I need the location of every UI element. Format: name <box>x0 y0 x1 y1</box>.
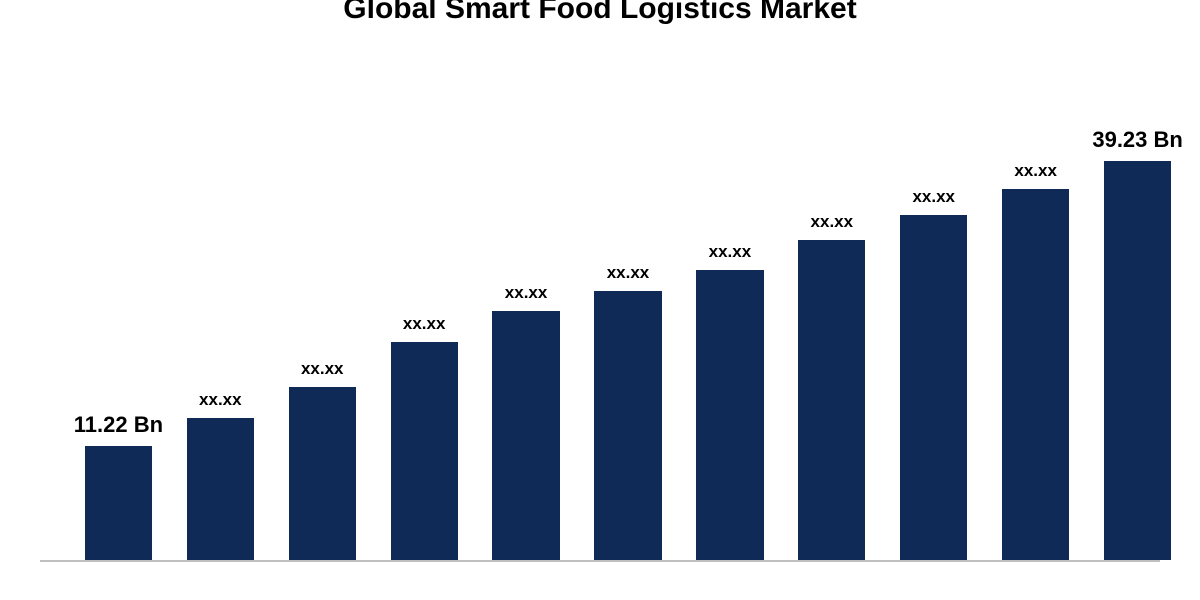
bar-1: xx.xx <box>187 418 254 560</box>
bar-rect <box>391 342 458 560</box>
bar-label: 39.23 Bn <box>1070 127 1200 153</box>
bar-label: xx.xx <box>765 212 899 232</box>
bar-rect <box>289 387 356 560</box>
bar-5: xx.xx <box>594 291 661 560</box>
bar-label: xx.xx <box>561 263 695 283</box>
bar-rect <box>594 291 661 560</box>
bar-label: xx.xx <box>357 314 491 334</box>
bar-label: xx.xx <box>968 161 1102 181</box>
bar-rect <box>85 446 152 560</box>
bar-rect <box>492 311 559 560</box>
chart-title: Global Smart Food Logistics Market <box>0 0 1200 26</box>
bar-label: xx.xx <box>459 283 593 303</box>
bar-3: xx.xx <box>391 342 458 560</box>
bar-2: xx.xx <box>289 387 356 560</box>
bar-label: xx.xx <box>663 242 797 262</box>
bar-rect <box>900 215 967 560</box>
bar-rect <box>696 270 763 560</box>
bar-label: 11.22 Bn <box>51 412 185 438</box>
bar-6: xx.xx <box>696 270 763 560</box>
bar-10: 39.23 Bn <box>1104 161 1171 560</box>
bar-label: xx.xx <box>153 390 287 410</box>
bar-7: xx.xx <box>798 240 865 560</box>
bar-4: xx.xx <box>492 311 559 560</box>
bar-9: xx.xx <box>1002 189 1069 560</box>
bar-rect <box>1002 189 1069 560</box>
bar-rect <box>1104 161 1171 560</box>
bar-rect <box>187 418 254 560</box>
bar-0: 11.22 Bn <box>85 446 152 560</box>
bar-label: xx.xx <box>255 359 389 379</box>
bar-8: xx.xx <box>900 215 967 560</box>
chart-plot-area: 11.22 Bnxx.xxxx.xxxx.xxxx.xxxx.xxxx.xxxx… <box>40 52 1160 562</box>
bar-rect <box>798 240 865 560</box>
bar-label: xx.xx <box>867 187 1001 207</box>
